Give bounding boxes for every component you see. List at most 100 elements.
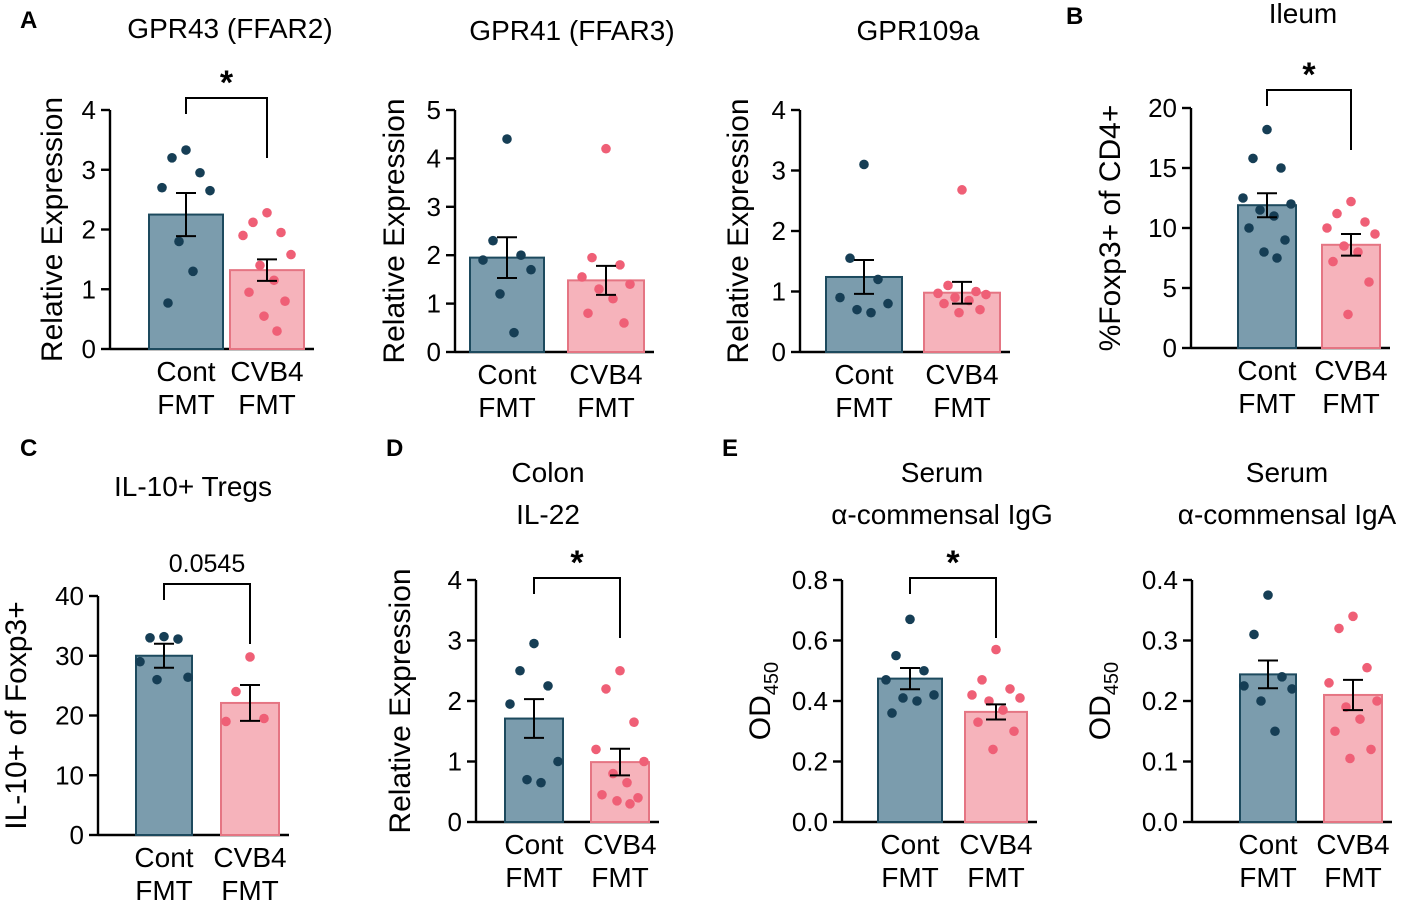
y-axis-label: OD450 xyxy=(744,662,783,740)
data-point-cont-fmt xyxy=(1255,205,1265,215)
y-tick-label: 0.1 xyxy=(1142,747,1178,777)
data-point-cvb4-fmt xyxy=(633,793,643,803)
chart-title: α-commensal IgA xyxy=(1178,499,1397,530)
y-tick-label: 1 xyxy=(82,274,96,304)
significance-bracket xyxy=(1266,89,1352,150)
y-tick-label: 1 xyxy=(772,277,786,307)
y-tick-label: 0.3 xyxy=(1142,626,1178,656)
data-point-cvb4-fmt xyxy=(988,744,998,755)
data-point-cont-fmt xyxy=(866,307,876,318)
x-category-label: Cont xyxy=(134,842,193,873)
data-point-cont-fmt xyxy=(536,777,546,788)
data-point-cont-fmt xyxy=(195,167,205,178)
data-point-cont-fmt xyxy=(883,298,893,309)
y-tick-label: 20 xyxy=(55,701,84,731)
data-point-cvb4-fmt xyxy=(615,665,625,676)
y-tick-label: 3 xyxy=(448,626,462,656)
data-point-cont-fmt xyxy=(845,253,855,264)
x-category-label: Cont xyxy=(1237,355,1296,386)
data-point-cvb4-fmt xyxy=(625,799,635,809)
panel-letter: B xyxy=(1066,3,1083,30)
data-point-cvb4-fmt xyxy=(1005,684,1015,694)
data-point-cvb4-fmt xyxy=(221,716,231,727)
significance-star: * xyxy=(570,544,584,582)
chart-panel-8: Serum α-commensal IgA 0.0 0.1 0.2 0.3 0.4 OD450… xyxy=(1084,457,1397,893)
data-point-cont-fmt xyxy=(505,699,515,709)
data-point-cont-fmt xyxy=(1277,672,1287,682)
data-point-cont-fmt xyxy=(919,665,929,676)
data-point-cvb4-fmt xyxy=(259,311,269,321)
data-point-cvb4-fmt xyxy=(939,298,949,309)
y-tick-label: 2 xyxy=(772,216,786,246)
x-category-label: FMT xyxy=(591,862,649,893)
data-point-cont-fmt xyxy=(1263,590,1273,600)
data-point-cont-fmt xyxy=(887,708,897,718)
x-category-label: CVB4 xyxy=(925,359,998,390)
panel-letter: E xyxy=(722,435,738,462)
data-point-cvb4-fmt xyxy=(594,284,604,294)
x-category-label: Cont xyxy=(1238,829,1297,860)
x-category-label: FMT xyxy=(835,392,893,423)
chart-title: IL-22 xyxy=(516,499,580,530)
data-point-cvb4-fmt xyxy=(1334,623,1344,634)
significance-star: * xyxy=(946,544,960,582)
data-point-cont-fmt xyxy=(912,696,922,706)
y-tick-label: 0.8 xyxy=(792,565,828,595)
data-point-cont-fmt xyxy=(873,274,883,285)
x-category-label: FMT xyxy=(478,392,536,423)
data-point-cvb4-fmt xyxy=(977,675,987,685)
data-point-cont-fmt xyxy=(516,250,526,260)
data-point-cont-fmt xyxy=(495,289,505,299)
y-tick-label: 2 xyxy=(448,686,462,716)
significance-bracket xyxy=(909,577,997,638)
data-point-cont-fmt xyxy=(543,681,553,691)
y-tick-label: 4 xyxy=(82,95,96,125)
data-point-cont-fmt xyxy=(1276,163,1286,173)
chart-title: Ileum xyxy=(1269,0,1337,29)
data-point-cvb4-fmt xyxy=(248,217,258,228)
data-point-cvb4-fmt xyxy=(255,260,265,271)
y-tick-label: 40 xyxy=(55,581,84,611)
chart-panel-2: GPR41 (FFAR3) 0 1 2 3 4 5 Relative Expression Co… xyxy=(378,15,675,423)
data-point-cvb4-fmt xyxy=(601,684,611,694)
data-point-cont-fmt xyxy=(205,185,215,196)
y-tick-label: 4 xyxy=(427,143,441,173)
data-point-cont-fmt xyxy=(1256,696,1266,706)
data-point-cont-fmt xyxy=(159,631,169,642)
data-point-cont-fmt xyxy=(859,159,869,170)
data-point-cvb4-fmt xyxy=(1339,241,1349,251)
chart-title: GPR109a xyxy=(857,15,980,46)
y-tick-label: 1 xyxy=(427,289,441,319)
x-category-label: FMT xyxy=(1238,388,1296,419)
x-category-label: FMT xyxy=(1322,388,1380,419)
y-axis-label: %Foxp3+ of CD4+ xyxy=(1094,105,1127,352)
data-point-cont-fmt xyxy=(1280,235,1290,245)
data-point-cvb4-fmt xyxy=(967,690,977,700)
data-point-cvb4-fmt xyxy=(591,744,601,755)
data-point-cont-fmt xyxy=(145,633,155,643)
data-point-cont-fmt xyxy=(522,774,532,785)
data-point-cont-fmt xyxy=(1244,223,1254,233)
data-point-cvb4-fmt xyxy=(1322,223,1332,233)
y-tick-label: 30 xyxy=(55,641,84,671)
y-tick-label: 4 xyxy=(448,565,462,595)
data-point-cont-fmt xyxy=(1239,681,1249,691)
data-point-cont-fmt xyxy=(515,665,525,676)
bar-cont-fmt xyxy=(1239,673,1297,823)
data-point-cvb4-fmt xyxy=(245,652,255,662)
x-category-label: FMT xyxy=(881,862,939,893)
y-tick-label: 15 xyxy=(1148,153,1177,183)
bar-cont-fmt xyxy=(877,677,943,823)
x-category-label: FMT xyxy=(1324,862,1382,893)
data-point-cont-fmt xyxy=(167,153,177,163)
data-point-cvb4-fmt xyxy=(622,777,632,788)
y-tick-label: 0 xyxy=(82,334,96,364)
data-point-cvb4-fmt xyxy=(1353,247,1363,257)
data-point-cvb4-fmt xyxy=(1324,678,1334,688)
data-point-cont-fmt xyxy=(1262,124,1272,135)
x-category-label: Cont xyxy=(880,829,939,860)
data-point-cont-fmt xyxy=(1249,629,1259,640)
data-point-cvb4-fmt xyxy=(981,289,991,300)
data-point-cont-fmt xyxy=(929,690,939,700)
